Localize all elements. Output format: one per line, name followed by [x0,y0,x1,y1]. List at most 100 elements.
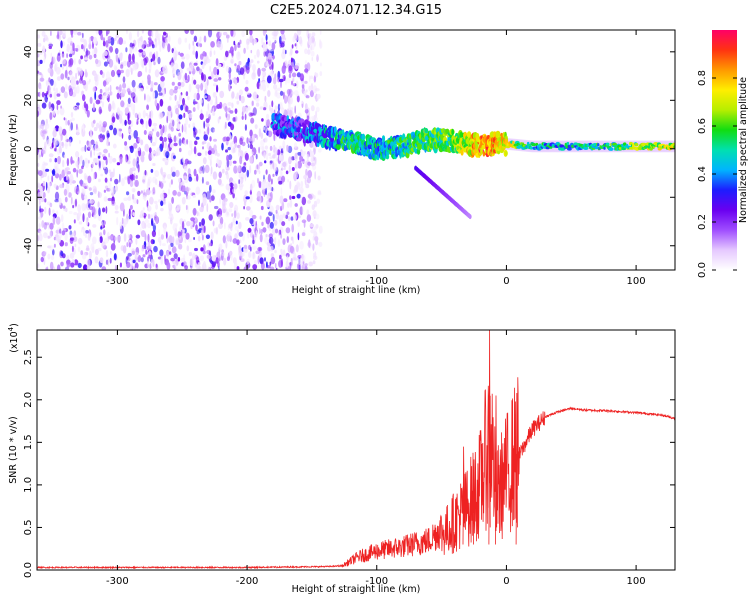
spectrogram-noise-mark [291,195,296,200]
spectrogram-noise-mark [225,240,228,249]
spectrogram-signal-mark [374,153,378,161]
spectrogram-noise-mark [100,173,104,177]
spectrogram-signal-mark [634,143,639,147]
spectrogram-noise-mark [171,246,177,254]
spectrogram-noise-mark [249,156,254,164]
spectrogram-noise-mark [178,138,182,147]
spectrogram-noise-mark [53,81,57,88]
spectrogram-noise-mark [148,244,152,249]
spectrogram-noise-mark [171,171,176,177]
spectrogram-noise-mark [173,62,179,72]
spectrogram-noise-mark [41,31,46,37]
spectrogram-noise-mark [249,183,253,192]
spectrogram-noise-mark [176,100,179,107]
spectrogram-noise-mark [243,47,246,54]
spectrogram-noise-mark [61,59,66,65]
spectrogram-noise-mark [267,174,271,183]
spectrogram-noise-mark [173,253,178,260]
spectrogram-noise-mark [116,107,121,115]
spectrogram-noise-mark [120,64,124,69]
spectrogram-noise-mark [311,56,314,62]
spectrogram-noise-mark [265,153,269,161]
spectrogram-noise-mark [205,181,210,186]
spectrogram-noise-mark [310,41,315,51]
spectrogram-noise-mark [151,142,157,147]
spectrogram-noise-mark [48,101,52,110]
spectrogram-noise-mark [60,86,66,93]
spectrogram-signal-mark [417,143,423,150]
spectrogram-noise-mark [69,234,73,239]
spectrogram-noise-mark [44,168,50,172]
spectrogram-noise-mark [80,68,83,77]
spectrogram-noise-mark [225,65,230,73]
spectrogram-noise-mark [281,33,286,40]
spectrogram-noise-mark [203,225,206,234]
spectrogram-noise-mark [119,262,122,268]
spectrogram-noise-mark [200,247,204,252]
spectrogram-noise-mark [85,233,87,238]
spectrogram-noise-mark [125,47,128,53]
spectrogram-noise-mark [164,141,167,149]
spectrogram-noise-mark [160,128,164,137]
spectrogram-noise-mark [209,242,213,247]
spectrogram-noise-mark [262,76,265,82]
spectrogram-noise-mark [226,34,230,39]
y-tick-label: 0.5 [23,519,34,535]
spectrogram-noise-mark [157,33,161,38]
spectrogram-noise-mark [89,78,91,83]
spectrogram-noise-mark [40,198,43,203]
spectrogram-noise-mark [256,49,260,58]
spectrogram-noise-mark [288,66,293,74]
spectrogram-noise-mark [209,50,212,58]
spectrogram-noise-mark [152,53,156,62]
spectrogram-noise-mark [212,91,217,98]
spectrogram-noise-mark [37,104,41,109]
spectrogram-noise-mark [114,66,118,71]
spectrogram-noise-mark [133,130,138,139]
spectrogram-image [37,30,675,270]
spectrogram-noise-mark [71,245,74,253]
spectrogram-noise-mark [72,30,78,35]
spectrogram-noise-mark [170,166,176,172]
spectrogram-noise-mark [301,83,305,89]
spectrogram-noise-mark [49,230,52,239]
x-tick-label: -100 [365,276,388,287]
spectrogram-noise-mark [234,43,237,52]
spectrogram-noise-mark [129,167,133,176]
y-tick-label: 1.0 [23,477,34,493]
spectrogram-noise-mark [70,156,73,165]
spectrogram-noise-mark [288,164,291,173]
spectrogram-noise-mark [37,53,40,58]
spectrogram-noise-mark [304,64,308,69]
spectrogram-noise-mark [210,41,216,48]
spectrogram-noise-mark [108,58,114,68]
spectrogram-noise-mark [101,101,104,108]
spectrogram-noise-mark [94,248,99,256]
spectrogram-noise-mark [269,221,274,229]
spectrogram-noise-mark [69,237,75,241]
spectrogram-noise-mark [215,226,219,235]
spectrogram-noise-mark [244,86,249,92]
colorbar: 0.00.20.40.60.8 Normalized spectral ampl… [697,30,749,278]
spectrogram-noise-mark [195,186,201,195]
spectrogram-noise-mark [280,42,285,48]
spectrogram-noise-mark [107,132,110,138]
colorbar-tick-label: 0.6 [697,118,708,134]
spectrogram-noise-mark [54,191,60,201]
spectrogram-noise-mark [286,88,291,96]
spectrogram-noise-mark [195,256,200,264]
spectrogram-noise-mark [209,172,212,177]
spectrogram-noise-mark [252,251,255,260]
spectrogram-noise-mark [268,40,272,47]
y-tick-label: -40 [23,238,34,254]
x-tick-label: 100 [627,576,646,587]
spectrogram-noise-mark [312,85,318,94]
spectrogram-noise-mark [49,245,54,251]
spectrogram-noise-mark [116,162,121,166]
spectrogram-noise-mark [202,165,205,174]
spectrogram-noise-mark [107,197,113,202]
spectrogram-noise-mark [225,112,228,118]
spectrogram-noise-mark [184,265,189,270]
spectrogram-noise-mark [70,111,74,118]
